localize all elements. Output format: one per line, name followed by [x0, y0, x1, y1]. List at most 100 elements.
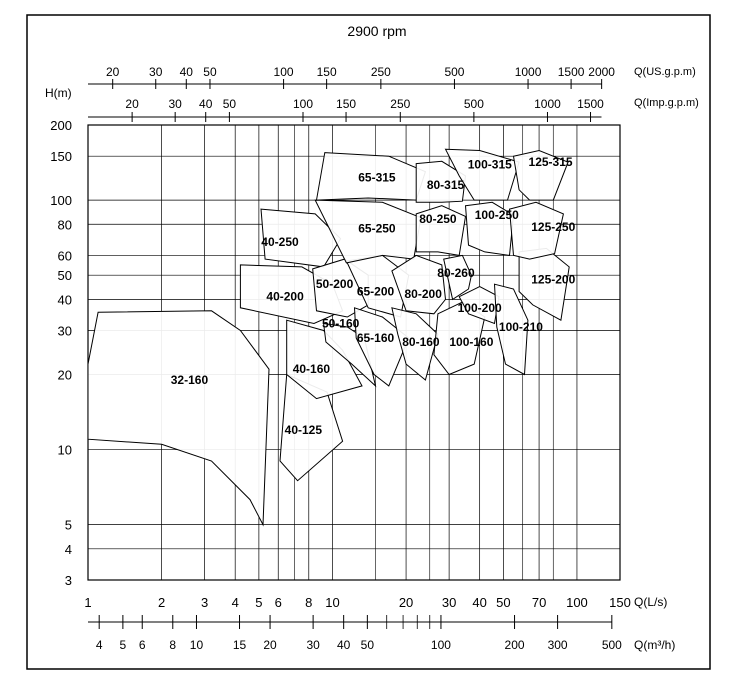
x-axis-label-ls: Q(L/s): [634, 595, 667, 609]
x-tick-label-usgpm: 20: [106, 65, 120, 79]
x-tick-label-usgpm: 2000: [588, 65, 615, 79]
x-tick-label-m3h: 500: [602, 638, 622, 652]
y-axis-label: H(m): [45, 86, 72, 100]
region-label: 80-160: [402, 335, 440, 349]
region-label: 80-250: [419, 212, 457, 226]
x-tick-label-m3h: 8: [169, 638, 176, 652]
chart-title: 2900 rpm: [347, 23, 406, 39]
y-tick-labels: 3 4 5 10 20 30 40 50 60 80 100 150 200: [50, 118, 72, 588]
x-axis-label-usgpm: Q(US.g.p.m): [634, 66, 696, 78]
pump-region-100-250: [464, 201, 515, 256]
x-tick-labels-ls: 1 2 3 4 5 6 8 10 20 30 40 50 70 100 150: [84, 595, 630, 610]
region-label: 100-210: [499, 320, 543, 334]
pump-region-125-315: [512, 149, 569, 201]
region-label: 100-200: [458, 301, 502, 315]
x-tick-label-ls: 10: [325, 595, 339, 610]
region-label: 80-260: [437, 266, 475, 280]
region-label: 100-250: [475, 208, 519, 222]
y-tick-label: 20: [58, 367, 72, 382]
y-tick-label: 60: [58, 248, 72, 263]
y-tick-label: 30: [58, 324, 72, 339]
x-tick-label-m3h: 40: [337, 638, 351, 652]
y-tick-label: 80: [58, 217, 72, 232]
x-tick-label-ls: 3: [201, 595, 208, 610]
y-tick-label: 100: [50, 193, 72, 208]
region-label: 40-160: [293, 362, 331, 376]
x-tick-label-m3h: 5: [120, 638, 127, 652]
x-tick-label-impgpm: 40: [199, 97, 213, 111]
chart-frame: [26, 14, 711, 670]
pump-region-80-315: [415, 160, 467, 203]
x-tick-label-m3h: 100: [431, 638, 451, 652]
x-tick-label-impgpm: 150: [336, 97, 356, 111]
x-tick-label-m3h: 300: [548, 638, 568, 652]
region-label: 80-200: [405, 287, 443, 301]
x-tick-label-m3h: 200: [505, 638, 525, 652]
x-tick-label-impgpm: 1500: [577, 97, 604, 111]
x-tick-label-ls: 50: [496, 595, 510, 610]
x-tick-label-m3h: 15: [233, 638, 247, 652]
pump-region-125-250: [508, 201, 564, 260]
x-tick-labels-m3h: 4 5 6 8 10 15 20 30 40 50 100 200 300 500: [88, 615, 622, 652]
y-tick-label: 200: [50, 118, 72, 133]
x-tick-label-usgpm: 100: [274, 65, 294, 79]
region-label: 40-125: [285, 423, 323, 437]
x-tick-label-m3h: 4: [96, 638, 103, 652]
x-tick-label-ls: 40: [472, 595, 486, 610]
region-label: 65-160: [357, 331, 395, 345]
x-tick-label-usgpm: 150: [317, 65, 337, 79]
x-tick-labels-impgpm: 20 30 40 50 100 150 250 500 1000 1500: [88, 97, 604, 122]
region-label: 32-160: [171, 373, 209, 387]
y-tick-label: 4: [65, 542, 72, 557]
region-label: 65-315: [358, 171, 396, 185]
x-tick-label-impgpm: 30: [168, 97, 182, 111]
x-tick-label-impgpm: 100: [293, 97, 313, 111]
y-tick-label: 150: [50, 149, 72, 164]
x-tick-label-usgpm: 500: [444, 65, 464, 79]
x-tick-label-usgpm: 250: [371, 65, 391, 79]
x-tick-label-m3h: 6: [139, 638, 146, 652]
region-label: 100-315: [468, 157, 512, 171]
region-label: 50-200: [316, 277, 354, 291]
region-label: 65-200: [357, 285, 395, 299]
y-tick-label: 40: [58, 292, 72, 307]
x-tick-label-impgpm: 250: [390, 97, 410, 111]
x-tick-labels-usgpm: 20 30 40 50 100 150 250 500 1000 1500 2000: [88, 65, 615, 89]
x-tick-label-usgpm: 40: [180, 65, 194, 79]
x-tick-label-ls: 100: [566, 595, 588, 610]
region-label: 125-200: [531, 273, 575, 287]
x-tick-label-ls: 8: [305, 595, 312, 610]
region-label: 65-250: [358, 221, 396, 235]
pump-region-labels: 32-160 40-125 40-160 40-200 40-250 50-160 50-2…: [171, 155, 576, 437]
pump-region-80-160: [391, 307, 439, 381]
x-tick-label-impgpm: 20: [125, 97, 139, 111]
pump-region-40-250: [260, 208, 342, 268]
x-tick-label-ls: 5: [255, 595, 262, 610]
x-tick-label-ls: 30: [442, 595, 456, 610]
y-tick-label: 50: [58, 268, 72, 283]
x-tick-label-impgpm: 500: [464, 97, 484, 111]
x-tick-label-ls: 150: [609, 595, 631, 610]
pump-region-100-210: [493, 283, 529, 376]
pump-region-80-200: [391, 254, 447, 315]
x-tick-label-usgpm: 30: [149, 65, 163, 79]
x-tick-label-ls: 20: [399, 595, 413, 610]
x-tick-label-ls: 1: [84, 595, 91, 610]
x-tick-label-usgpm: 1000: [515, 65, 542, 79]
pump-region-32-160: [87, 310, 270, 527]
region-label: 40-200: [266, 290, 304, 304]
x-tick-label-impgpm: 1000: [534, 97, 561, 111]
pump-region-65-160: [353, 307, 410, 387]
pump-region-80-250: [415, 205, 467, 256]
x-axis-label-m3h: Q(m³/h): [634, 638, 675, 652]
region-label: 100-160: [449, 335, 493, 349]
pump-regions: [87, 148, 570, 527]
pump-region-80-260: [443, 254, 472, 301]
region-label: 125-315: [529, 155, 573, 169]
y-tick-label: 3: [65, 573, 72, 588]
x-tick-label-usgpm: 1500: [558, 65, 585, 79]
region-label: 80-315: [427, 178, 465, 192]
x-tick-label-ls: 2: [158, 595, 165, 610]
pump-region-40-160: [286, 319, 363, 400]
